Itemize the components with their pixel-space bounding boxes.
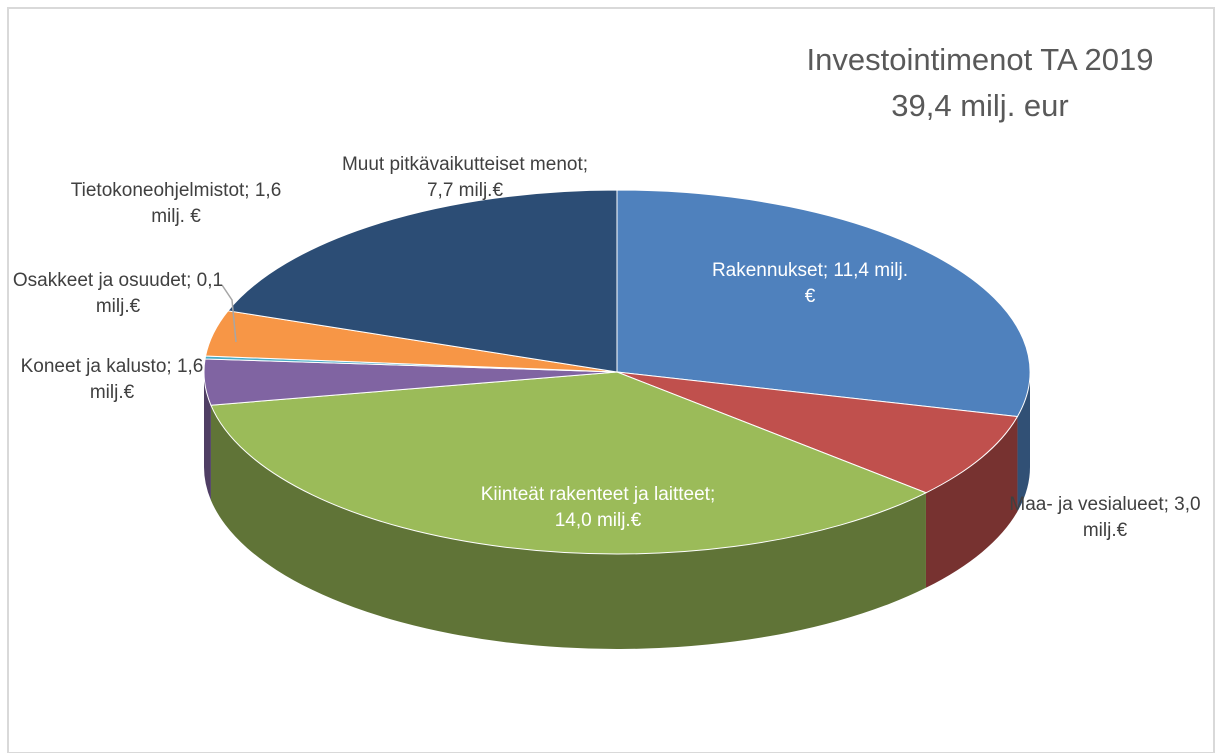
slice (210, 371, 928, 555)
pie-tops (203, 189, 1031, 555)
slice-side (210, 405, 926, 649)
slice (616, 189, 1031, 418)
slice-side (925, 416, 1018, 588)
slice (616, 371, 1019, 494)
data-label: Maa- ja vesialueet; 3,0 milj.€ (1009, 494, 1201, 541)
chart-title: Investointimenot TA 2019 (806, 42, 1154, 77)
data-label: Muut pitkävaikutteiset menot; 7,7 milj.€ (341, 154, 589, 201)
leader-line (221, 284, 237, 343)
slice-side (204, 372, 211, 501)
data-label: Koneet ja kalusto; 1,6 milj.€ (20, 356, 204, 403)
pie-sides (204, 372, 1030, 649)
data-label: Rakennukset; 11,4 milj.€ (711, 260, 909, 307)
data-label: Tietokoneohjelmistot; 1,6 milj. € (70, 180, 282, 227)
data-label: Osakkeet ja osuudet; 0,1 milj.€ (12, 270, 224, 317)
data-label: Kiinteät rakenteet ja laitteet; 14,0 mil… (480, 484, 716, 531)
chart-subtitle: 39,4 milj. eur (891, 88, 1069, 123)
slice-side (1017, 372, 1030, 512)
slice (227, 189, 618, 373)
